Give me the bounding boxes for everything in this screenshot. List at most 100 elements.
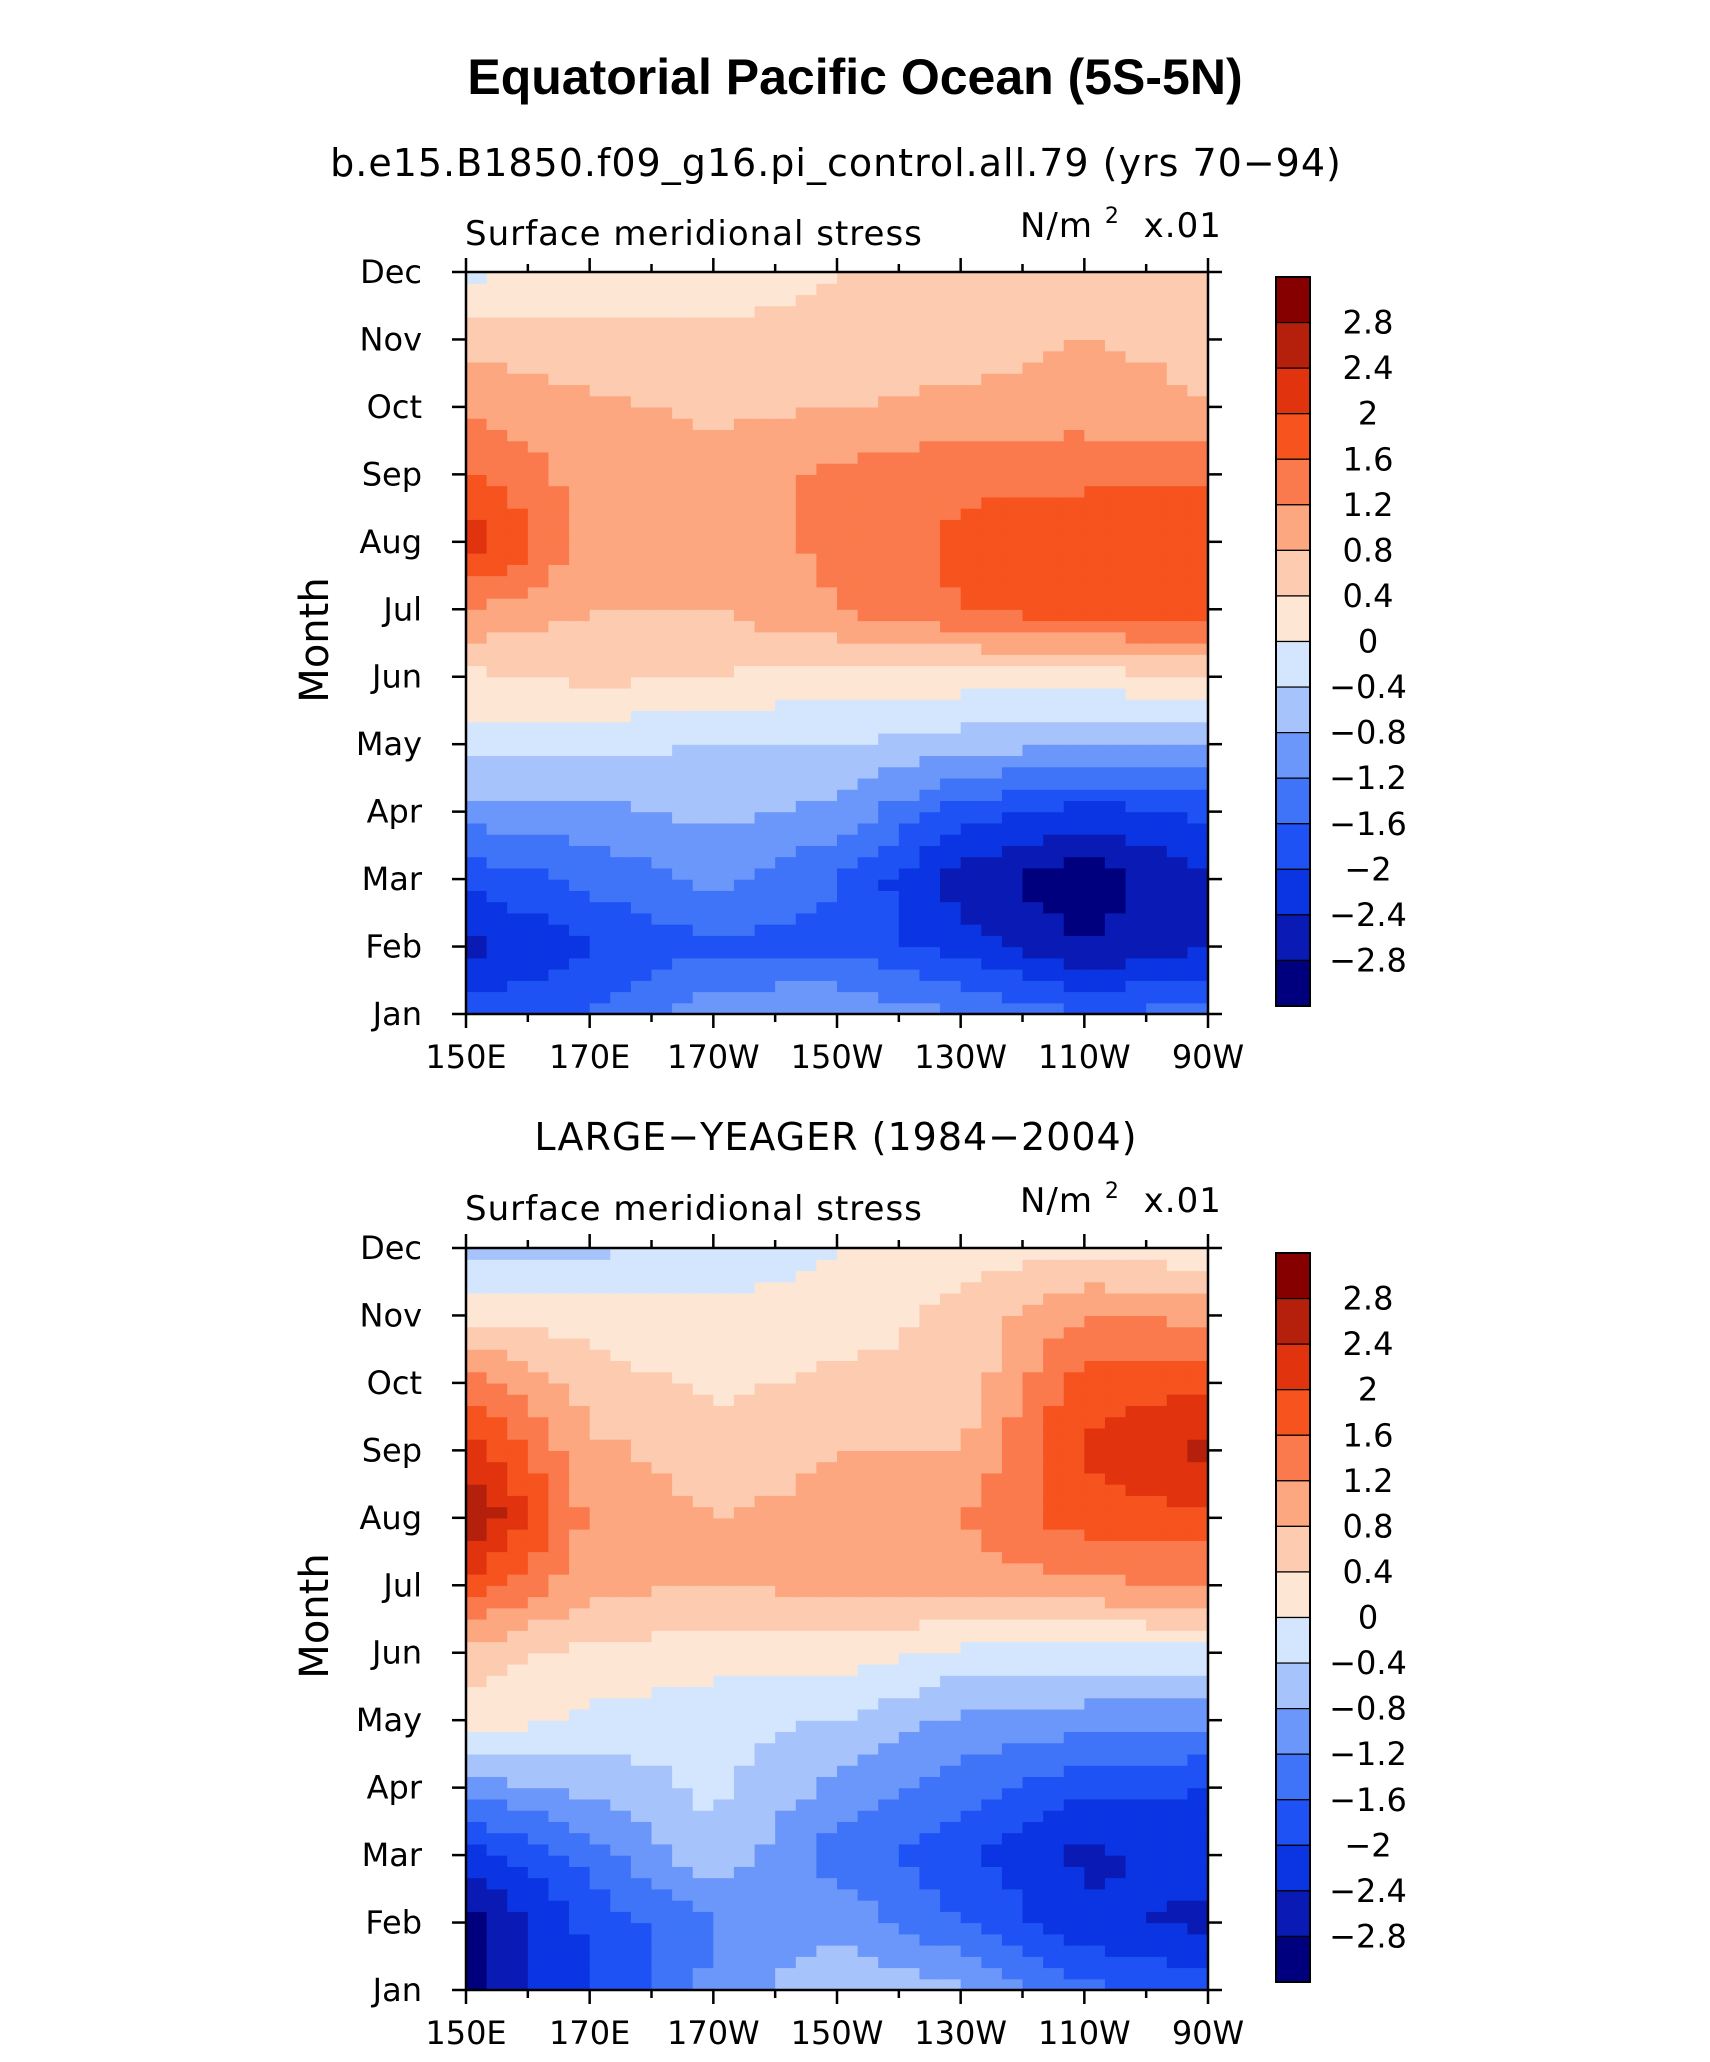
heatmap-cell xyxy=(672,789,694,801)
heatmap-cell xyxy=(466,373,488,386)
heatmap-cell xyxy=(754,283,776,296)
heatmap-cell xyxy=(960,463,982,475)
heatmap-cell xyxy=(569,1360,591,1373)
heatmap-cell xyxy=(630,609,653,622)
heatmap-cell xyxy=(754,1506,776,1519)
heatmap-cell xyxy=(1104,1405,1127,1418)
heatmap-cell xyxy=(1084,406,1106,419)
heatmap-cell xyxy=(1022,654,1044,667)
heatmap-cell xyxy=(1084,305,1106,318)
heatmap-cell xyxy=(919,1472,941,1485)
heatmap-cell xyxy=(775,1798,797,1811)
heatmap-cell xyxy=(1166,789,1188,801)
heatmap-cell xyxy=(507,789,529,801)
heatmap-cell xyxy=(878,1517,900,1530)
heatmap-cell xyxy=(651,406,673,419)
heatmap-cell xyxy=(940,1450,962,1463)
heatmap-cell xyxy=(672,1967,694,1980)
heatmap-cell xyxy=(610,744,632,757)
heatmap-cell xyxy=(713,1382,735,1395)
y-tick-label: Dec xyxy=(360,1229,422,1267)
heatmap-cell xyxy=(837,1326,859,1339)
heatmap-cell xyxy=(486,1472,508,1485)
heatmap-cell xyxy=(1125,1675,1147,1688)
heatmap-cell xyxy=(630,1484,653,1496)
heatmap-cell xyxy=(569,1574,591,1586)
heatmap-cell xyxy=(857,1607,879,1620)
heatmap-cell xyxy=(857,901,879,914)
heatmap-cell xyxy=(548,1427,570,1440)
heatmap-cell xyxy=(1125,946,1147,959)
heatmap-cell xyxy=(672,1877,694,1890)
heatmap-cell xyxy=(548,1270,570,1283)
heatmap-cell xyxy=(1001,744,1024,757)
heatmap-cell xyxy=(878,867,900,880)
heatmap-cell xyxy=(1125,294,1147,307)
heatmap-cell xyxy=(548,1416,570,1429)
heatmap-cell xyxy=(775,1967,797,1980)
heatmap-cell xyxy=(754,1596,776,1609)
heatmap-cell xyxy=(940,1675,962,1688)
heatmap-cell xyxy=(548,1956,570,1969)
heatmap-cell xyxy=(775,1753,797,1766)
heatmap-cell xyxy=(857,1337,879,1350)
heatmap-cell xyxy=(1063,305,1085,318)
heatmap-cell xyxy=(651,272,673,284)
heatmap-cell xyxy=(589,1304,611,1317)
heatmap-cell xyxy=(692,1708,714,1721)
heatmap-cell xyxy=(589,777,611,790)
heatmap-cell xyxy=(733,1731,756,1744)
heatmap-cell xyxy=(1187,946,1209,959)
heatmap-cell xyxy=(878,811,900,824)
heatmap-cell xyxy=(1146,924,1168,936)
heatmap-cell xyxy=(837,553,859,565)
heatmap-cell xyxy=(1104,912,1127,925)
heatmap-cell xyxy=(919,1945,941,1957)
heatmap-cell xyxy=(1022,1248,1044,1260)
heatmap-cell xyxy=(630,586,653,599)
heatmap-cell xyxy=(775,1484,797,1496)
heatmap-cell xyxy=(672,1427,694,1440)
heatmap-cell xyxy=(898,1394,921,1406)
heatmap-cell xyxy=(898,1270,921,1283)
heatmap-cell xyxy=(713,1304,735,1317)
heatmap-cell xyxy=(507,1517,529,1530)
heatmap-cell xyxy=(1187,1349,1209,1362)
heatmap-cell xyxy=(1084,879,1106,891)
heatmap-cell xyxy=(960,1888,982,1901)
heatmap-cell xyxy=(754,1360,776,1373)
heatmap-cell xyxy=(1063,1461,1085,1474)
heatmap-cell xyxy=(1187,1439,1209,1451)
heatmap-cell xyxy=(1001,1866,1024,1879)
heatmap-cell xyxy=(898,350,921,363)
heatmap-cell xyxy=(1043,485,1065,498)
heatmap-cell xyxy=(1084,1517,1106,1530)
heatmap-cell xyxy=(816,328,838,341)
heatmap-cell xyxy=(1001,1663,1024,1676)
heatmap-cell xyxy=(486,1349,508,1362)
heatmap-cell xyxy=(713,451,735,464)
heatmap-cell xyxy=(630,687,653,700)
heatmap-cell xyxy=(610,1933,632,1946)
heatmap-cell xyxy=(733,339,756,352)
heatmap-cell xyxy=(672,1002,694,1015)
heatmap-cell xyxy=(775,901,797,914)
heatmap-cell xyxy=(1166,957,1188,970)
heatmap-cell xyxy=(692,1843,714,1856)
heatmap-cell xyxy=(816,789,838,801)
heatmap-cell xyxy=(775,451,797,464)
heatmap-cell xyxy=(1001,1630,1024,1643)
heatmap-cell xyxy=(837,834,859,846)
heatmap-cell xyxy=(630,980,653,993)
heatmap-cell xyxy=(713,1281,735,1294)
heatmap-cell xyxy=(610,328,632,341)
heatmap-cell xyxy=(1166,1270,1188,1283)
heatmap-cell xyxy=(960,1427,982,1440)
heatmap-cell xyxy=(754,1810,776,1822)
heatmap-cell xyxy=(1187,350,1209,363)
heatmap-cell xyxy=(960,1304,982,1317)
x-tick-label: 170E xyxy=(549,1038,630,1076)
heatmap-cell xyxy=(1166,1742,1188,1755)
heatmap-cell xyxy=(1187,1248,1209,1260)
heatmap-cell xyxy=(1043,1562,1065,1575)
